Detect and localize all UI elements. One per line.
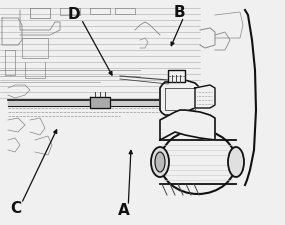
Text: C: C	[10, 201, 21, 216]
Polygon shape	[160, 110, 215, 140]
Polygon shape	[160, 140, 236, 184]
Text: B: B	[174, 5, 185, 20]
Text: D: D	[68, 7, 80, 22]
Text: A: A	[118, 203, 130, 218]
Polygon shape	[90, 97, 110, 108]
Polygon shape	[8, 100, 185, 106]
Ellipse shape	[155, 152, 165, 172]
Ellipse shape	[160, 130, 236, 194]
Ellipse shape	[228, 147, 244, 177]
Polygon shape	[195, 85, 215, 108]
Polygon shape	[160, 80, 200, 115]
Ellipse shape	[151, 147, 169, 177]
Polygon shape	[168, 70, 185, 82]
